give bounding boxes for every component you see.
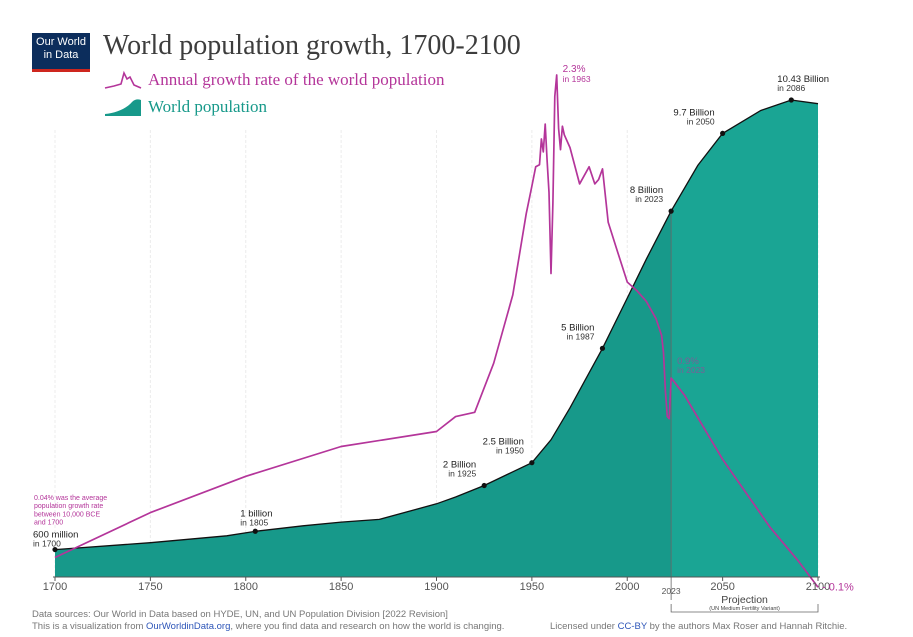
- population-area-icon: [105, 99, 141, 116]
- population-marker-2086: [788, 97, 794, 103]
- population-year-label-2086: in 2086: [777, 83, 805, 93]
- population-value-label-1805: 1 billion: [240, 508, 272, 519]
- population-marker-1987: [599, 345, 606, 351]
- population-marker-2023: [668, 208, 674, 214]
- population-year-label-1805: in 1805: [240, 517, 268, 527]
- population-value-label-1987: 5 Billion: [561, 322, 594, 333]
- x-tick-label-1850: 1850: [329, 581, 353, 593]
- rate-note-line-1: 0.04% was the average: [34, 495, 107, 502]
- footer-license-suffix: by the authors Max Roser and Hannah Ritc…: [647, 621, 848, 632]
- population-marker-1925: [481, 482, 487, 489]
- rate-peak-value-label: 2.3%: [563, 64, 586, 75]
- page-title: World population growth, 1700-2100: [103, 30, 521, 61]
- population-marker-1805: [252, 528, 258, 534]
- x-tick-label-1750: 1750: [138, 581, 162, 593]
- population-year-label-2050: in 2050: [687, 116, 715, 126]
- population-value-label-1950: 2.5 Billion: [483, 437, 524, 448]
- projection-bracket: [670, 604, 819, 613]
- footer-license: Licensed under CC-BY by the authors Max …: [550, 621, 847, 632]
- rate-note-line-2: population growth rate: [34, 503, 103, 510]
- x-tick-label-2000: 2000: [615, 581, 639, 593]
- population-value-label-1925: 2 Billion: [443, 460, 476, 471]
- growth-rate-line-icon: [104, 70, 142, 89]
- projection-year-label: 2023: [662, 586, 681, 596]
- x-tick-label-1950: 1950: [520, 581, 544, 593]
- legend-population-label: World population: [148, 97, 268, 116]
- population-year-label-1700: in 1700: [33, 539, 61, 549]
- owid-link[interactable]: OurWorldinData.org: [146, 621, 231, 632]
- population-area-projection: [671, 100, 818, 577]
- population-value-label-2086: 10.43 Billion: [777, 74, 829, 85]
- footer-vis-suffix: , where you find data and research on ho…: [230, 621, 505, 632]
- rate-note-line-4: and 1700: [34, 520, 63, 527]
- rate-note-line-3: between 10,000 BCE: [34, 511, 100, 518]
- population-year-label-1987: in 1987: [567, 331, 595, 341]
- x-tick-label-2100: 2100: [806, 581, 830, 593]
- x-tick-label-2050: 2050: [710, 581, 734, 593]
- population-year-label-1925: in 1925: [448, 469, 476, 479]
- population-value-label-2050: 9.7 Billion: [673, 107, 714, 118]
- cc-by-link[interactable]: CC-BY: [617, 621, 647, 632]
- population-area-historical: [55, 211, 672, 577]
- rate-end-value-label: - 0.1%: [822, 581, 854, 593]
- rate-peak-year-label: in 1963: [563, 74, 591, 84]
- projection-sublabel: (UN Medium Fertility Variant): [709, 606, 780, 612]
- logo-line-1: Our World: [36, 36, 86, 48]
- population-marker-1950: [529, 460, 535, 466]
- population-marker-1700: [52, 546, 58, 553]
- footer-vis-prefix: This is a visualization from: [32, 621, 147, 632]
- footer-sources: Data sources: Our World in Data based on…: [32, 609, 448, 620]
- owid-logo: Our World in Data: [32, 33, 90, 72]
- legend-growth-rate-label: Annual growth rate of the world populati…: [148, 70, 445, 89]
- logo-line-2: in Data: [43, 49, 79, 61]
- population-year-label-1950: in 1950: [496, 446, 524, 456]
- growth-rate-line: [54, 74, 819, 588]
- population-value-label-2023: 8 Billion: [630, 185, 663, 196]
- x-tick-label-1700: 1700: [43, 581, 67, 593]
- population-marker-2050: [720, 130, 726, 136]
- footer-visualization-note: This is a visualization from OurWorldinD…: [32, 621, 504, 632]
- projection-label: Projection: [721, 594, 768, 606]
- population-value-label-1700: 600 million: [33, 530, 78, 541]
- x-tick-label-1800: 1800: [234, 581, 258, 593]
- rate-current-value-label: 0.9%: [677, 356, 699, 367]
- legend-item-growth-rate: Annual growth rate of the world populati…: [104, 69, 445, 91]
- footer-license-prefix: Licensed under: [550, 621, 618, 632]
- x-tick-label-1900: 1900: [424, 581, 448, 593]
- legend-item-population: World population: [104, 96, 267, 118]
- population-year-label-2023: in 2023: [635, 194, 663, 204]
- rate-current-year-label: in 2023: [677, 365, 705, 375]
